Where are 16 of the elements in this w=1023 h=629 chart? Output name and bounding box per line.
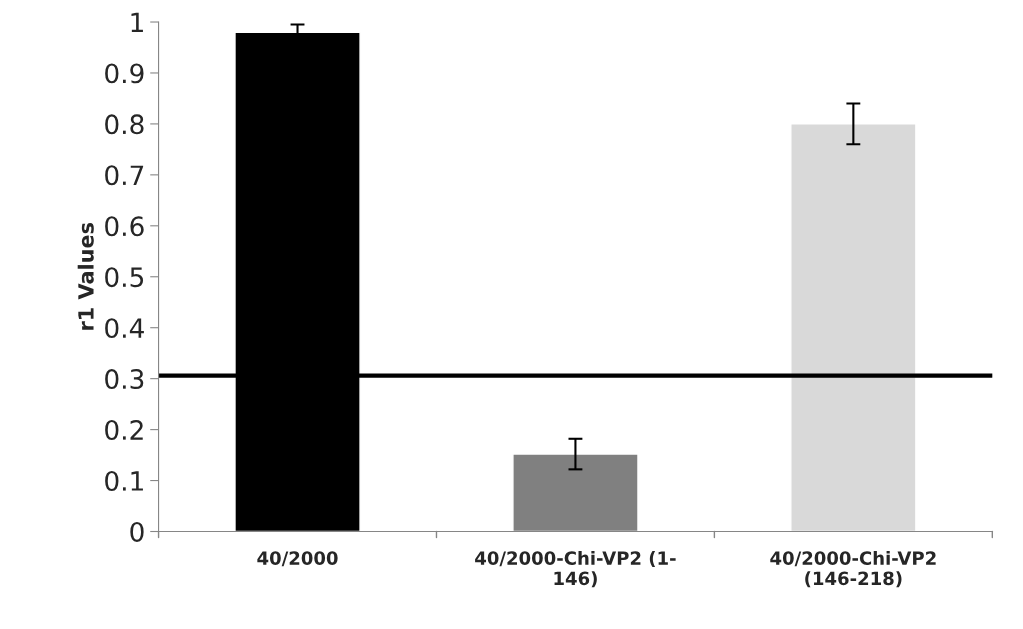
y-tick-label: 1: [131, 12, 143, 33]
y-tick-label: 0.1: [105, 471, 143, 491]
x-tick-label: 40/2000-Chi-VP2 (1- 146): [475, 550, 676, 588]
y-tick-label: 0.5: [105, 267, 144, 288]
y-tick-label: 0.4: [105, 318, 144, 339]
y-tick-label: 0: [130, 521, 144, 542]
y-tick-label: 0.9: [105, 63, 144, 84]
x-tick-label: 40/2000: [257, 551, 338, 567]
y-axis-title: r1 Values: [77, 222, 94, 330]
x-tick-label: 40/2000-Chi-VP2 (146-218): [770, 550, 936, 588]
y-tick-label: 0.7: [105, 165, 144, 186]
y-tick-label: 0.2: [105, 420, 143, 441]
y-tick-label: 0.6: [105, 216, 144, 237]
y-tick-label: 0.8: [105, 114, 144, 135]
y-tick-label: 0.3: [105, 369, 144, 390]
bar: [790, 123, 917, 532]
